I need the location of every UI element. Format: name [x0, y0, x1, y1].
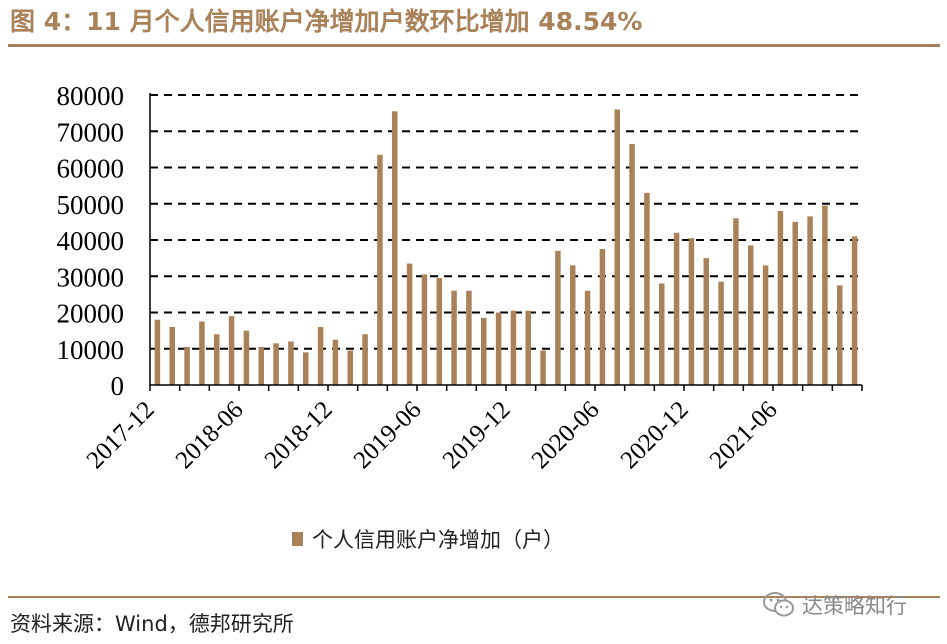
bar [317, 327, 324, 385]
bar [599, 249, 606, 385]
legend: 个人信用账户净增加（户） [292, 528, 564, 552]
x-tick-label: 2020-12 [616, 396, 694, 474]
x-tick-label: 2019-06 [349, 396, 427, 474]
bar [199, 321, 205, 385]
bar [451, 290, 457, 385]
bar [762, 265, 769, 386]
bar [228, 316, 235, 386]
bar [377, 154, 383, 385]
bar [584, 290, 591, 385]
bar [733, 218, 739, 385]
y-tick-label: 10000 [57, 335, 125, 365]
bar [243, 330, 250, 386]
bar [510, 310, 517, 385]
x-axis: 2017-12 2018-06 2018-12 2019-06 2019-12 2020-… [82, 384, 863, 474]
y-tick-label: 20000 [57, 299, 125, 329]
bar [184, 346, 190, 385]
bar [332, 339, 339, 385]
footer-rule [8, 596, 940, 598]
bar [421, 274, 428, 385]
x-tick-label: 2020-06 [527, 396, 605, 474]
bar [792, 221, 798, 386]
bar [688, 238, 695, 385]
y-tick-label: 60000 [57, 154, 125, 184]
bar [540, 350, 546, 385]
bar [822, 205, 828, 385]
bar [555, 250, 561, 386]
y-tick-label: 80000 [57, 81, 125, 111]
source-note: 资料来源：Wind，德邦研究所 [10, 612, 294, 636]
bar [525, 310, 531, 385]
bar [406, 263, 413, 385]
gridlines [150, 94, 862, 350]
wechat-icon [763, 592, 794, 617]
bar [392, 111, 398, 385]
bar [436, 278, 442, 385]
y-tick-label: 30000 [57, 262, 125, 292]
x-tick-label: 2018-06 [171, 396, 249, 474]
bar [481, 317, 487, 385]
bar [629, 143, 635, 385]
x-tick-label: 2021-06 [705, 396, 783, 474]
x-tick-label: 2017-12 [82, 396, 160, 474]
x-tick-label: 2019-12 [438, 396, 516, 474]
legend-label: 个人信用账户净增加（户） [312, 528, 564, 552]
watermark-text: 达策略知行 [802, 594, 907, 618]
bar-chart: 0 10000 20000 30000 40000 50000 60000 70000 8000… [57, 81, 863, 552]
bar [807, 216, 813, 385]
bar-series [154, 109, 858, 386]
y-tick-label: 70000 [57, 117, 125, 147]
bar [303, 352, 309, 386]
legend-swatch [292, 532, 303, 546]
y-tick-label: 40000 [57, 226, 125, 256]
bar [837, 285, 843, 385]
bar [495, 312, 502, 385]
bar [570, 265, 576, 386]
bar [258, 346, 264, 385]
bar [273, 343, 279, 385]
chart-title: 图 4：11 月个人信用账户净增加户数环比增加 48.54% [10, 7, 643, 36]
x-tick-label: 2018-12 [260, 396, 338, 474]
bar [154, 319, 161, 385]
bar [288, 341, 294, 385]
bar [169, 327, 175, 385]
bar [851, 236, 858, 386]
bar [466, 290, 472, 385]
y-tick-label: 0 [111, 371, 125, 401]
bar [644, 192, 650, 386]
watermark: 达策略知行 [762, 588, 942, 622]
bar [659, 283, 665, 385]
bar [614, 109, 620, 385]
y-axis: 0 10000 20000 30000 40000 50000 60000 70000 8000… [57, 81, 151, 401]
bar [703, 258, 709, 386]
y-tick-label: 50000 [57, 190, 125, 220]
bar [748, 245, 754, 385]
bar [362, 334, 368, 385]
bar [777, 211, 784, 385]
bar [718, 281, 724, 385]
bar [214, 334, 220, 385]
title-rule [8, 44, 940, 47]
bar [347, 350, 353, 385]
bar [673, 232, 680, 385]
